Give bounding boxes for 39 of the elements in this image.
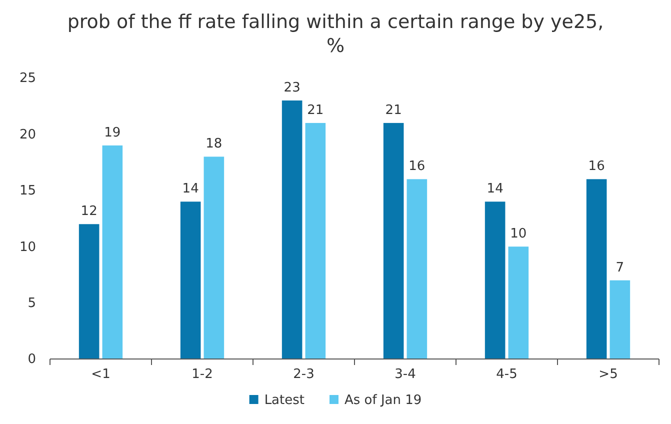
bar [204,156,224,359]
bar [305,122,326,359]
bar [484,202,506,359]
y-tick-label: 10 [19,240,36,255]
legend-label: As of Jan 19 [344,393,422,408]
bar [180,202,201,359]
x-tick-label: <1 [91,367,110,382]
data-label: 19 [104,125,121,140]
data-label: 18 [206,136,222,152]
bar [102,145,123,359]
bar [508,246,529,359]
data-label: 23 [284,80,300,96]
bar [586,179,607,359]
data-label: 14 [486,182,504,197]
y-tick-label: 15 [19,184,36,199]
chart-title: prob of the ff rate falling within a certain range by ye25, % [67,11,604,57]
x-tick-label: 4-5 [496,367,518,382]
data-label: 16 [588,159,605,174]
data-label: 16 [408,159,426,174]
x-tick-label: 1-2 [192,367,213,382]
bar [282,100,302,359]
x-tick-label: 2-3 [293,367,314,382]
data-label: 14 [182,182,199,197]
y-tick-label: 0 [28,352,36,368]
bar [610,280,630,359]
data-label: 21 [385,102,402,118]
data-label: 12 [80,204,98,220]
data-label: 7 [616,260,624,276]
data-label: 10 [510,226,527,242]
bar [406,179,428,359]
x-tick-label: 3-4 [394,367,416,382]
bar [78,224,100,359]
y-tick-label: 20 [19,127,36,142]
x-tick-label: >5 [598,367,618,382]
y-tick-label: 25 [19,71,36,86]
data-label: 21 [307,102,324,118]
legend-label: Latest [264,393,304,408]
bar [383,122,404,359]
y-tick-label: 5 [28,296,36,311]
